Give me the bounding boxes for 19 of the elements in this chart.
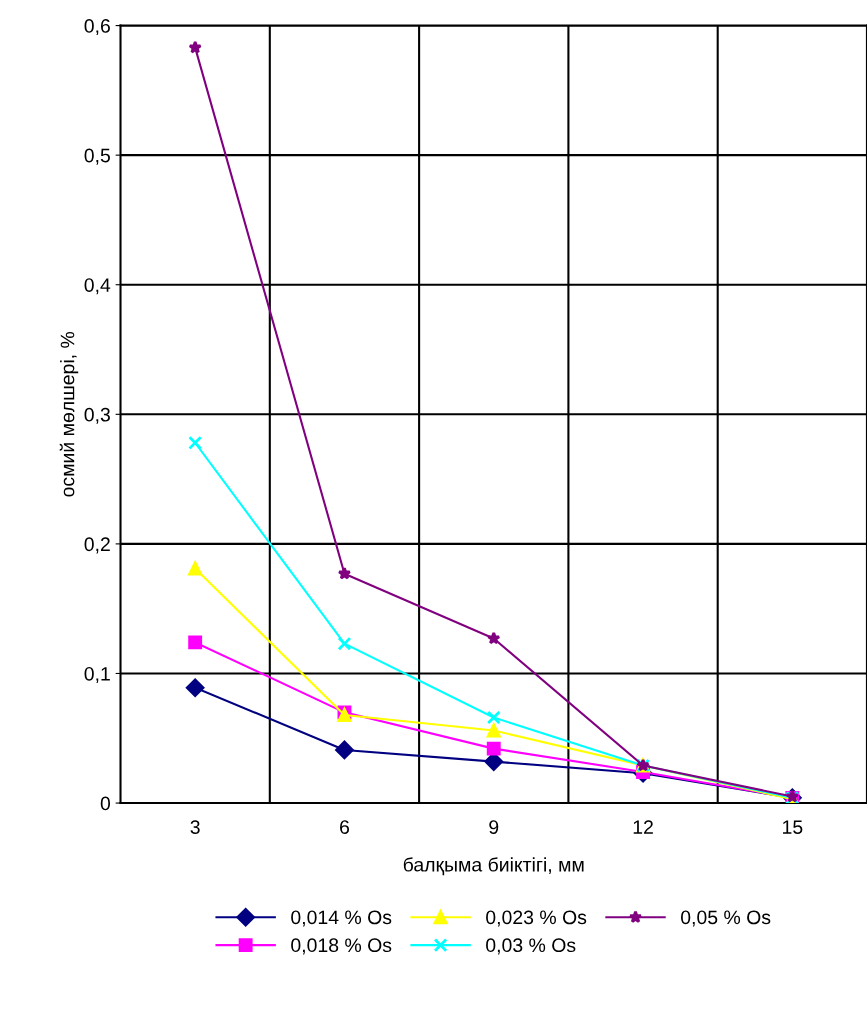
y-tick-label: 0,3: [84, 407, 110, 424]
legend-label: 0,023 % Os: [486, 910, 587, 927]
x-tick-label: 6: [340, 820, 350, 834]
legend-label: 0,05 % Os: [681, 910, 771, 927]
legend-label: 0,03 % Os: [486, 938, 576, 955]
legend-label: 0,018 % Os: [291, 938, 392, 955]
x-axis-title: балқыма биіктігі, мм: [403, 857, 584, 876]
y-tick-label: 0,1: [84, 666, 110, 684]
y-tick-label: 0,4: [84, 278, 111, 295]
x-tick-label: 12: [633, 820, 653, 834]
x-tick-label: 9: [489, 820, 499, 834]
y-tick-label: 0: [100, 796, 111, 811]
legend-label: 0,014 % Os: [291, 910, 392, 927]
y-tick-label: 0,6: [84, 19, 110, 36]
x-tick-label: 3: [190, 820, 200, 834]
y-axis-title: осмий мөлшері, %: [59, 331, 79, 497]
y-tick-label: 0,2: [84, 537, 110, 554]
x-tick-label: 15: [783, 820, 803, 834]
y-tick-label: 0,5: [84, 148, 110, 165]
